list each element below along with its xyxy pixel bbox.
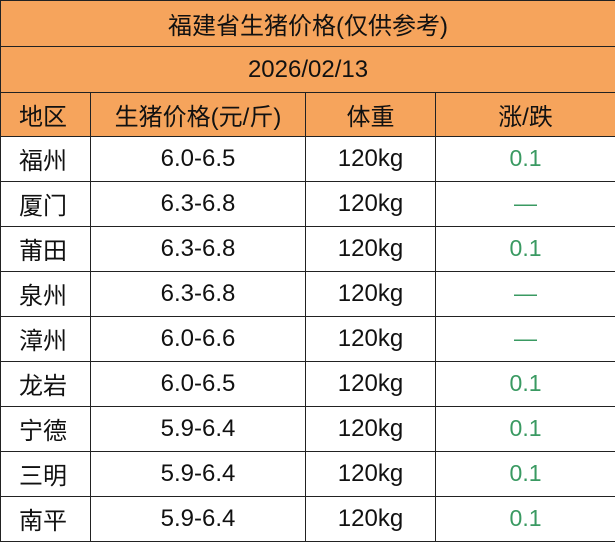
title-row: 福建省生猪价格(仅供参考) (0, 0, 615, 48)
data-row: 龙岩 6.0-6.5 120kg 0.1 (0, 360, 615, 407)
data-row: 三明 5.9-6.4 120kg 0.1 (0, 450, 615, 497)
data-row: 厦门 6.3-6.8 120kg — (0, 180, 615, 227)
weight-cell: 120kg (305, 405, 436, 452)
data-row: 漳州 6.0-6.6 120kg — (0, 315, 615, 362)
weight-cell: 120kg (305, 225, 436, 272)
price-cell: 6.3-6.8 (90, 270, 306, 317)
weight-cell: 120kg (305, 180, 436, 227)
price-cell: 6.3-6.8 (90, 180, 306, 227)
data-row: 泉州 6.3-6.8 120kg — (0, 270, 615, 317)
header-row: 地区 生猪价格(元/斤) 体重 涨/跌 (0, 92, 615, 137)
change-cell: 0.1 (434, 450, 615, 497)
header-cell: 涨/跌 (434, 92, 615, 137)
table-date: 2026/02/13 (0, 46, 615, 94)
change-cell: 0.1 (434, 360, 615, 407)
region-cell: 福州 (0, 136, 91, 182)
region-cell: 南平 (0, 495, 91, 543)
region-cell: 泉州 (0, 270, 91, 317)
price-cell: 6.0-6.6 (90, 315, 306, 362)
change-cell: — (434, 270, 615, 317)
price-cell: 5.9-6.4 (90, 495, 306, 543)
change-cell: 0.1 (434, 495, 615, 543)
weight-cell: 120kg (305, 315, 436, 362)
data-row: 福州 6.0-6.5 120kg 0.1 (0, 136, 615, 182)
change-cell: 0.1 (434, 225, 615, 272)
date-row: 2026/02/13 (0, 46, 615, 94)
weight-cell: 120kg (305, 270, 436, 317)
region-cell: 漳州 (0, 315, 91, 362)
change-cell: 0.1 (434, 136, 615, 182)
weight-cell: 120kg (305, 136, 436, 182)
price-cell: 6.3-6.8 (90, 225, 306, 272)
region-cell: 龙岩 (0, 360, 91, 407)
weight-cell: 120kg (305, 495, 436, 543)
table-title: 福建省生猪价格(仅供参考) (0, 0, 615, 48)
price-cell: 5.9-6.4 (90, 405, 306, 452)
header-cell: 地区 (0, 92, 91, 137)
weight-cell: 120kg (305, 360, 436, 407)
change-cell: — (434, 180, 615, 227)
price-cell: 5.9-6.4 (90, 450, 306, 497)
header-cell: 生猪价格(元/斤) (90, 92, 306, 137)
region-cell: 三明 (0, 450, 91, 497)
change-cell: 0.1 (434, 405, 615, 452)
price-cell: 6.0-6.5 (90, 136, 306, 182)
data-row: 莆田 6.3-6.8 120kg 0.1 (0, 225, 615, 272)
region-cell: 厦门 (0, 180, 91, 227)
header-cell: 体重 (305, 92, 436, 137)
region-cell: 莆田 (0, 225, 91, 272)
region-cell: 宁德 (0, 405, 91, 452)
price-cell: 6.0-6.5 (90, 360, 306, 407)
data-row: 南平 5.9-6.4 120kg 0.1 (0, 495, 615, 543)
data-row: 宁德 5.9-6.4 120kg 0.1 (0, 405, 615, 452)
change-cell: — (434, 315, 615, 362)
weight-cell: 120kg (305, 450, 436, 497)
